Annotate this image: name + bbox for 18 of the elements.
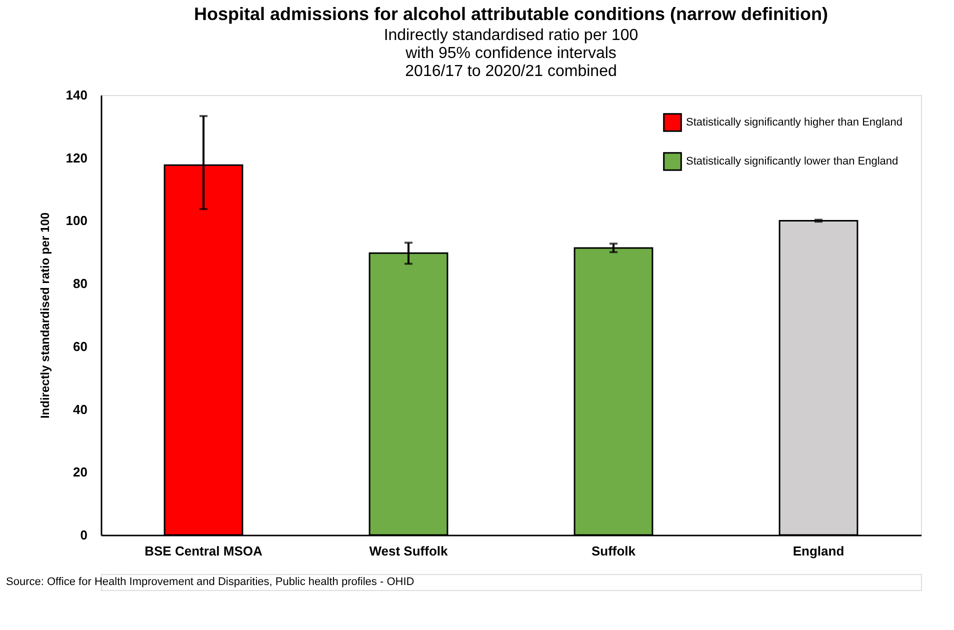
y-tick-label: 80 [73, 276, 88, 292]
x-tick-label: West Suffolk [369, 544, 449, 558]
y-tick-label: 0 [80, 528, 88, 542]
chart-subtitle: Indirectly standardised ratio per 100 with 95% confidence intervals 2016/17 to 2020/21 combined [384, 27, 638, 80]
y-tick-label: 120 [66, 150, 88, 166]
x-tick-label: Suffolk [591, 544, 636, 558]
y-axis-title: Indirectly standardised ratio per 100 [38, 212, 52, 419]
y-tick-label: 100 [66, 213, 88, 228]
y-tick-label: 20 [73, 464, 88, 480]
chart-title: Hospital admissions for alcohol attributable conditions (narrow definition) [194, 4, 828, 24]
y-tick-label: 140 [66, 88, 88, 102]
source-note: Source: Office for Health Improvement and Disparities, Public health profiles - OHID [6, 576, 414, 588]
y-tick-label: 40 [73, 402, 88, 417]
legend-label: Statistically significantly lower than England [686, 156, 898, 168]
legend-label: Statistically significantly higher than England [686, 116, 902, 128]
y-tick-label: 60 [73, 338, 88, 354]
x-tick-label: BSE Central MSOA [144, 544, 263, 558]
x-tick-label: England [792, 544, 844, 558]
